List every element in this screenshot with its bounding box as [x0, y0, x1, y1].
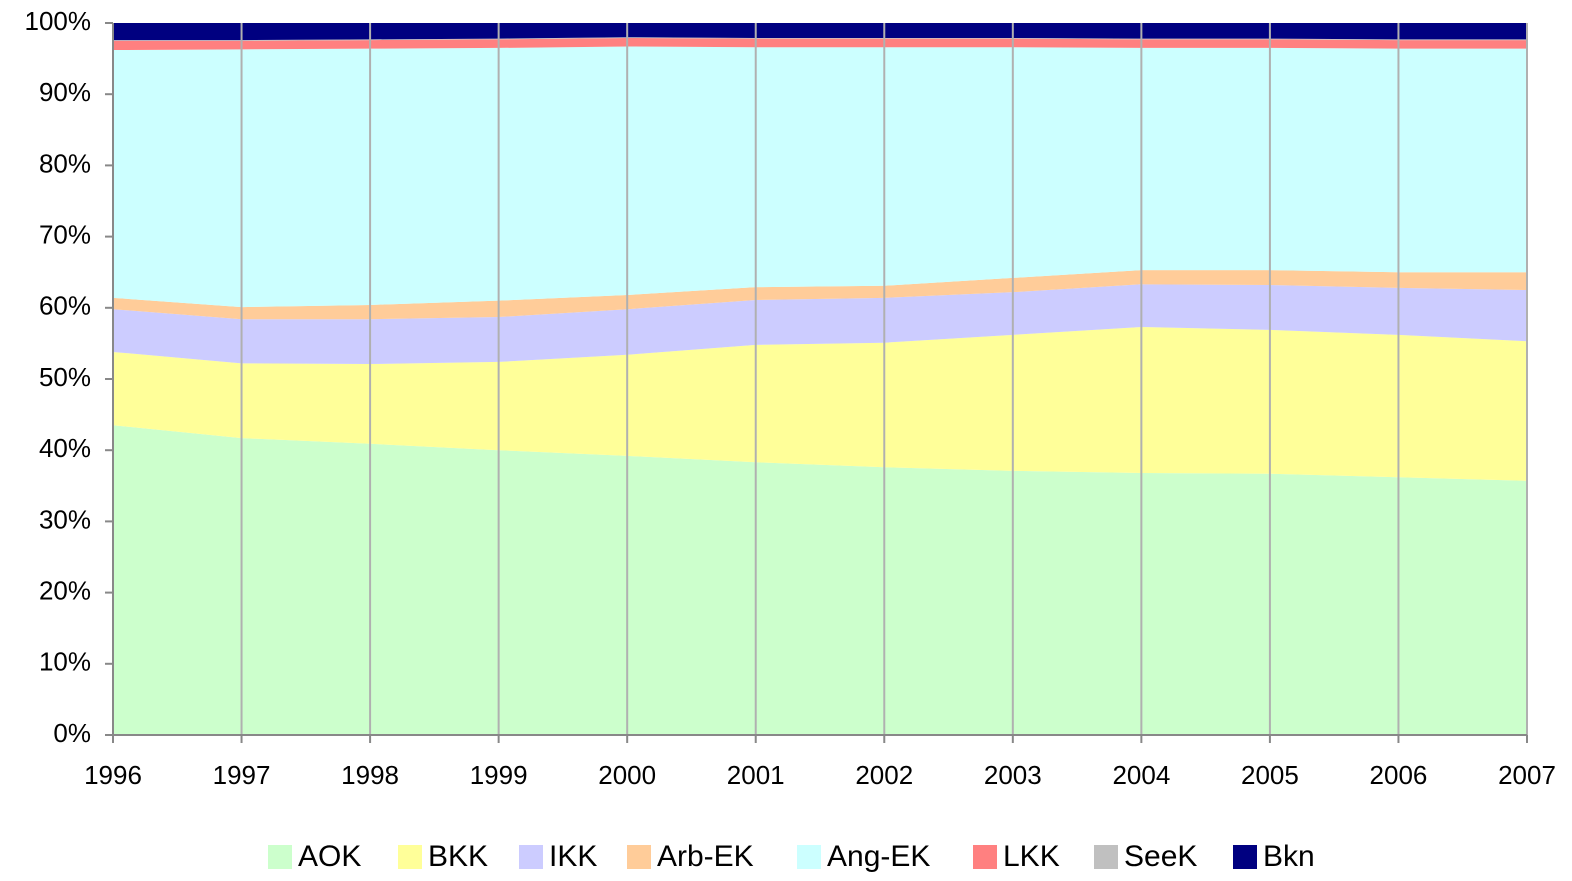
y-tick-label: 0% — [53, 718, 91, 748]
legend-swatch — [519, 845, 543, 869]
area — [113, 46, 1527, 308]
legend-swatch — [268, 845, 292, 869]
legend-label: IKK — [549, 840, 597, 873]
y-tick-label: 10% — [39, 647, 91, 677]
y-tick-label: 40% — [39, 433, 91, 463]
x-tick-label: 1999 — [470, 760, 528, 790]
x-tick-label: 1996 — [84, 760, 142, 790]
legend-swatch — [398, 845, 422, 869]
legend-swatch — [1094, 845, 1118, 869]
x-tick-label: 1998 — [341, 760, 399, 790]
legend-label: LKK — [1003, 840, 1060, 873]
legend-swatch — [627, 845, 651, 869]
legend-label: Bkn — [1263, 840, 1315, 873]
legend-swatch — [973, 845, 997, 869]
x-tick-label: 2007 — [1498, 760, 1556, 790]
y-tick-label: 50% — [39, 362, 91, 392]
y-tick-label: 70% — [39, 219, 91, 249]
y-tick-label: 60% — [39, 291, 91, 321]
legend-swatch — [1233, 845, 1257, 869]
legend-swatch — [797, 845, 821, 869]
x-tick-label: 2000 — [598, 760, 656, 790]
x-tick-label: 2004 — [1112, 760, 1170, 790]
y-tick-label: 20% — [39, 575, 91, 605]
x-tick-label: 2005 — [1241, 760, 1299, 790]
y-tick-label: 90% — [39, 77, 91, 107]
legend-label: BKK — [428, 840, 488, 873]
area — [113, 425, 1527, 735]
legend-label: Ang-EK — [827, 840, 930, 873]
area — [113, 284, 1527, 365]
legend-label: SeeK — [1124, 840, 1197, 873]
y-tick-label: 30% — [39, 504, 91, 534]
area — [113, 23, 1527, 41]
y-tick-label: 80% — [39, 148, 91, 178]
legend-label: AOK — [298, 840, 361, 873]
legend-label: Arb-EK — [657, 840, 754, 873]
area — [113, 327, 1527, 481]
x-tick-label: 1997 — [213, 760, 271, 790]
area — [113, 270, 1527, 320]
area — [113, 37, 1527, 51]
x-tick-label: 2001 — [727, 760, 785, 790]
x-tick-label: 2002 — [855, 760, 913, 790]
x-tick-label: 2006 — [1370, 760, 1428, 790]
y-tick-label: 100% — [25, 6, 92, 36]
x-tick-label: 2003 — [984, 760, 1042, 790]
